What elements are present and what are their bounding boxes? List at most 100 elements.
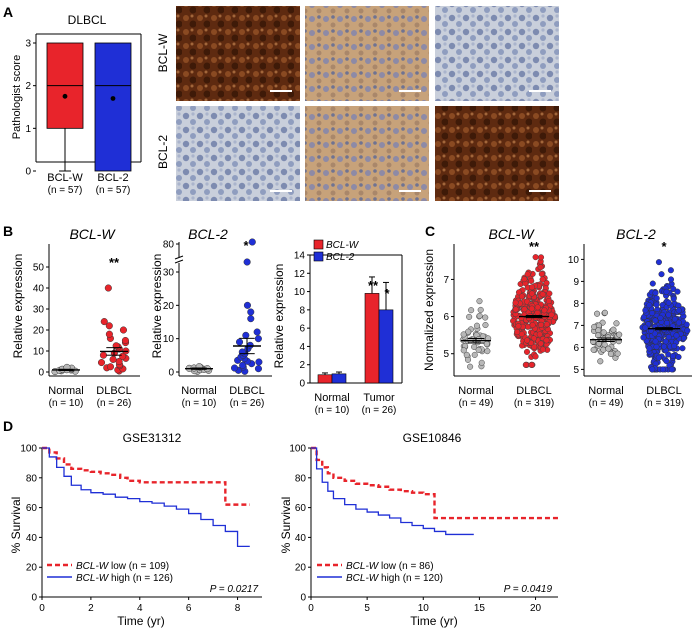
data-point [523,348,531,355]
data-point [119,352,127,360]
data-point [671,342,678,350]
ytick-label: 0 [299,379,305,390]
data-point [538,271,545,278]
data-point [655,354,662,361]
data-point [476,312,483,319]
ytick-label: 80 [295,473,307,484]
panel-b-bcl2-axis-break-mark-2 [174,259,184,264]
data-point [665,299,672,306]
panel-a-group2-n: (n = 57) [96,185,131,196]
data-point [255,358,263,366]
panel-b-bcl2-points [185,238,263,375]
data-point [235,338,244,346]
panel-d-right-legend-high: BCL-W high (n = 120) [346,573,443,584]
data-point [466,313,473,320]
panel-c-bcl2-group2-n: (n = 319) [644,398,684,409]
bar [331,373,347,384]
ytick-label: 6 [299,324,305,335]
data-point [541,307,548,314]
panel-c-bclw-group2-name: DLBCL [516,385,551,397]
data-point [468,307,475,314]
data-point [653,343,660,350]
panel-a-micrographs: BCL-W BCL-2 [156,6,559,201]
data-point [667,276,675,283]
data-point [529,322,536,329]
data-point [521,276,528,283]
panel-b-bar-sig-bclw: ** [368,278,379,293]
micrograph-tile [435,106,559,201]
data-point [475,346,482,353]
panel-c-bcl2-yticks: 5 6 7 8 9 10 [568,255,584,376]
panel-d-left-pvalue: P = 0.0217 [210,584,259,595]
micrograph-row-label-bcl2: BCL-2 [156,135,170,169]
data-point [483,340,490,347]
data-point [477,306,484,313]
panel-c-bclw-scatter: BCL-W Normalized expression 5 6 7 ** Norma… [422,226,560,409]
data-point [537,264,544,271]
panel-a-group1-name: BCL-W [47,172,83,184]
panel-d-left-curves [42,446,250,547]
data-point [607,350,614,357]
panel-d-left-ylabel: % Survival [9,497,23,554]
panel-d-right-ticks: 0 5 10 15 20 0 20 40 60 80 100 [289,444,541,615]
data-point [109,355,117,363]
data-point [652,289,659,296]
data-point [613,320,620,327]
panel-d-left-legend-low-gene: BCL-W [76,561,110,572]
data-point [230,364,239,372]
panel-d-left-xlabel: Time (yr) [117,614,165,628]
data-point [537,340,544,347]
data-point [539,346,546,353]
data-point [543,337,550,344]
ytick-label: 50 [33,263,45,274]
panel-b-bclw-group2-name: DLBCL [96,385,131,397]
ytick-label: 40 [33,284,45,295]
panel-c-bcl2-significance: * [661,239,667,254]
data-point [99,351,107,359]
data-point [610,326,617,333]
data-point [464,356,472,363]
xtick-label: 15 [474,603,486,614]
micrograph-tiles [176,6,559,201]
panel-b-bclw-points [51,284,130,376]
panel-b-bcl2-group2-name: DLBCL [229,385,264,397]
data-point [673,332,680,339]
data-point [484,348,491,355]
panel-b-bar-group1-name: Normal [314,392,349,404]
data-point [543,279,550,287]
xtick-label: 10 [418,603,430,614]
ytick-label: 8 [299,305,305,316]
ytick-label: 30 [163,268,175,279]
data-point [679,345,686,352]
box-mean-point [110,96,116,101]
data-point [663,357,670,365]
data-point [528,290,535,297]
panel-b-bcl2-ylabel: Relative expression [150,254,164,359]
data-point [594,310,601,317]
bar [378,309,394,384]
panel-b-bar-legend-label-bclw: BCL-W [326,240,360,251]
panel-a-group1-n: (n = 57) [48,185,83,196]
data-point [524,271,531,278]
data-point [528,305,535,312]
data-point [649,280,656,287]
ytick-label: 100 [289,444,306,455]
panel-c-bclw-group2-n: (n = 319) [514,398,554,409]
data-point [590,346,597,353]
data-point [476,298,483,305]
data-point [546,290,553,297]
data-point [653,301,660,308]
panel-d-left-legend-low: BCL-W low (n = 109) [76,561,169,572]
data-point [482,321,489,329]
data-point [463,351,470,358]
data-point [671,316,678,323]
panel-b-bclw-group1-name: Normal [48,385,83,397]
data-point [600,346,607,353]
data-point [254,365,263,373]
micrograph-tile [176,106,300,201]
panel-c-bcl2-group1-name: Normal [588,385,623,397]
panel-label-a: A [3,4,13,20]
panel-b-bcl2-axis-break-mark-1 [174,255,184,260]
